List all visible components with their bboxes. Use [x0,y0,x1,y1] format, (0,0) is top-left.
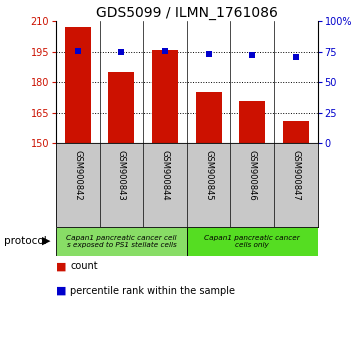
Bar [187,227,318,256]
Text: GSM900842: GSM900842 [73,150,82,201]
Text: GSM900844: GSM900844 [161,150,170,201]
Text: ▶: ▶ [42,236,50,246]
Text: GSM900847: GSM900847 [291,150,300,201]
Point [249,53,255,58]
Text: percentile rank within the sample: percentile rank within the sample [70,286,235,296]
Text: count: count [70,261,98,271]
Text: ■: ■ [56,286,66,296]
Point [206,51,212,57]
Point [75,48,81,53]
Bar [283,121,309,143]
Text: GSM900846: GSM900846 [248,150,257,201]
Bar [65,27,91,143]
Bar [108,72,135,143]
Text: GSM900845: GSM900845 [204,150,213,201]
Text: GSM900843: GSM900843 [117,150,126,201]
Title: GDS5099 / ILMN_1761086: GDS5099 / ILMN_1761086 [96,6,278,20]
Text: Capan1 pancreatic cancer cell
s exposed to PS1 stellate cells: Capan1 pancreatic cancer cell s exposed … [66,234,177,248]
Bar [196,92,222,143]
Text: ■: ■ [56,261,66,271]
Point [162,48,168,53]
Point [293,54,299,59]
Bar [56,227,187,256]
Bar [239,101,265,143]
Bar [152,50,178,143]
Text: protocol: protocol [4,236,46,246]
Point [118,49,124,55]
Text: Capan1 pancreatic cancer
cells only: Capan1 pancreatic cancer cells only [204,234,300,248]
